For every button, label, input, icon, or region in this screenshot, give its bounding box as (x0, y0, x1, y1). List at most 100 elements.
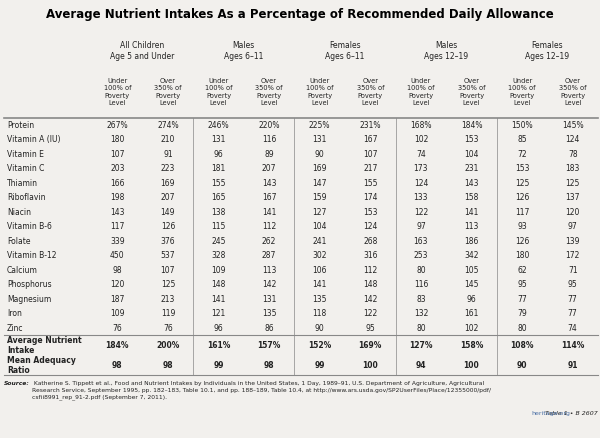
Text: 169%: 169% (359, 341, 382, 350)
Text: 80: 80 (517, 324, 527, 333)
Text: Over
350% of
Poverty
Level: Over 350% of Poverty Level (559, 78, 586, 106)
Text: 83: 83 (416, 295, 426, 304)
Text: 166: 166 (110, 179, 125, 188)
Text: 142: 142 (363, 295, 377, 304)
Text: Katherine S. Tippett et al., ​Food and Nutrient Intakes by Individuals in the Un: Katherine S. Tippett et al., ​Food and N… (32, 381, 491, 400)
Text: 148: 148 (211, 280, 226, 289)
Text: Zinc: Zinc (7, 324, 23, 333)
Text: 71: 71 (568, 266, 578, 275)
Text: 268: 268 (363, 237, 377, 246)
Text: 143: 143 (110, 208, 125, 217)
Text: Females
Ages 12–19: Females Ages 12–19 (526, 41, 569, 61)
Text: 102: 102 (414, 135, 428, 144)
Text: Under
100% of
Poverty
Level: Under 100% of Poverty Level (205, 78, 232, 106)
Text: 108%: 108% (511, 341, 534, 350)
Text: 147: 147 (313, 179, 327, 188)
Text: 90: 90 (315, 324, 325, 333)
Text: 76: 76 (112, 324, 122, 333)
Text: 89: 89 (264, 150, 274, 159)
Text: 153: 153 (363, 208, 377, 217)
Text: 113: 113 (464, 222, 479, 231)
Text: 135: 135 (313, 295, 327, 304)
Text: Over
350% of
Poverty
Level: Over 350% of Poverty Level (356, 78, 384, 106)
Text: 174: 174 (363, 193, 377, 202)
Text: 127%: 127% (409, 341, 433, 350)
Text: Thiamin: Thiamin (7, 179, 38, 188)
Text: Vitamin C: Vitamin C (7, 164, 44, 173)
Text: 126: 126 (161, 222, 175, 231)
Text: 124: 124 (566, 135, 580, 144)
Text: 138: 138 (211, 208, 226, 217)
Text: 376: 376 (161, 237, 175, 246)
Text: 131: 131 (211, 135, 226, 144)
Text: 184%: 184% (106, 341, 129, 350)
Text: 339: 339 (110, 237, 125, 246)
Text: 217: 217 (363, 164, 377, 173)
Text: 99: 99 (314, 361, 325, 370)
Text: 78: 78 (568, 150, 578, 159)
Text: 180: 180 (110, 135, 124, 144)
Text: 141: 141 (464, 208, 479, 217)
Text: 168%: 168% (410, 121, 431, 130)
Text: Riboflavin: Riboflavin (7, 193, 46, 202)
Text: Vitamin E: Vitamin E (7, 150, 44, 159)
Text: 184%: 184% (461, 121, 482, 130)
Text: 91: 91 (163, 150, 173, 159)
Text: 143: 143 (262, 179, 277, 188)
Text: 62: 62 (517, 266, 527, 275)
Text: 180: 180 (515, 251, 529, 260)
Text: 450: 450 (110, 251, 125, 260)
Text: 104: 104 (464, 150, 479, 159)
Text: 207: 207 (262, 164, 277, 173)
Text: Males
Ages 6–11: Males Ages 6–11 (224, 41, 263, 61)
Text: Females
Ages 6–11: Females Ages 6–11 (325, 41, 365, 61)
Text: 76: 76 (163, 324, 173, 333)
Text: 169: 169 (161, 179, 175, 188)
Text: 91: 91 (568, 361, 578, 370)
Text: 124: 124 (414, 179, 428, 188)
Text: 142: 142 (262, 280, 276, 289)
Text: Vitamin B-12: Vitamin B-12 (7, 251, 56, 260)
Text: Over
350% of
Poverty
Level: Over 350% of Poverty Level (458, 78, 485, 106)
Text: 109: 109 (110, 309, 125, 318)
Text: heritage.org: heritage.org (531, 411, 570, 417)
Text: 113: 113 (262, 266, 276, 275)
Text: 181: 181 (211, 164, 226, 173)
Text: 316: 316 (363, 251, 377, 260)
Text: 109: 109 (211, 266, 226, 275)
Text: 77: 77 (568, 309, 578, 318)
Text: Average Nutrient
Intake: Average Nutrient Intake (7, 336, 82, 355)
Text: 112: 112 (262, 222, 276, 231)
Text: 139: 139 (565, 237, 580, 246)
Text: 125: 125 (161, 280, 175, 289)
Text: 95: 95 (568, 280, 578, 289)
Text: 124: 124 (363, 222, 377, 231)
Text: 80: 80 (416, 324, 426, 333)
Text: 302: 302 (313, 251, 327, 260)
Text: 125: 125 (566, 179, 580, 188)
Text: Over
350% of
Poverty
Level: Over 350% of Poverty Level (256, 78, 283, 106)
Text: 225%: 225% (309, 121, 331, 130)
Text: 161%: 161% (207, 341, 230, 350)
Text: 86: 86 (264, 324, 274, 333)
Text: 231: 231 (464, 164, 479, 173)
Text: 157%: 157% (257, 341, 281, 350)
Text: 158%: 158% (460, 341, 483, 350)
Text: 126: 126 (515, 237, 529, 246)
Text: 116: 116 (262, 135, 276, 144)
Text: 106: 106 (313, 266, 327, 275)
Text: 167: 167 (262, 193, 277, 202)
Text: 155: 155 (363, 179, 377, 188)
Text: 72: 72 (517, 150, 527, 159)
Text: 172: 172 (566, 251, 580, 260)
Text: 132: 132 (414, 309, 428, 318)
Text: 100: 100 (362, 361, 378, 370)
Text: 119: 119 (161, 309, 175, 318)
Text: 131: 131 (313, 135, 327, 144)
Text: Vitamin B-6: Vitamin B-6 (7, 222, 52, 231)
Text: Males
Ages 12–19: Males Ages 12–19 (424, 41, 468, 61)
Text: 167: 167 (363, 135, 377, 144)
Text: 537: 537 (161, 251, 175, 260)
Text: 223: 223 (161, 164, 175, 173)
Text: 198: 198 (110, 193, 124, 202)
